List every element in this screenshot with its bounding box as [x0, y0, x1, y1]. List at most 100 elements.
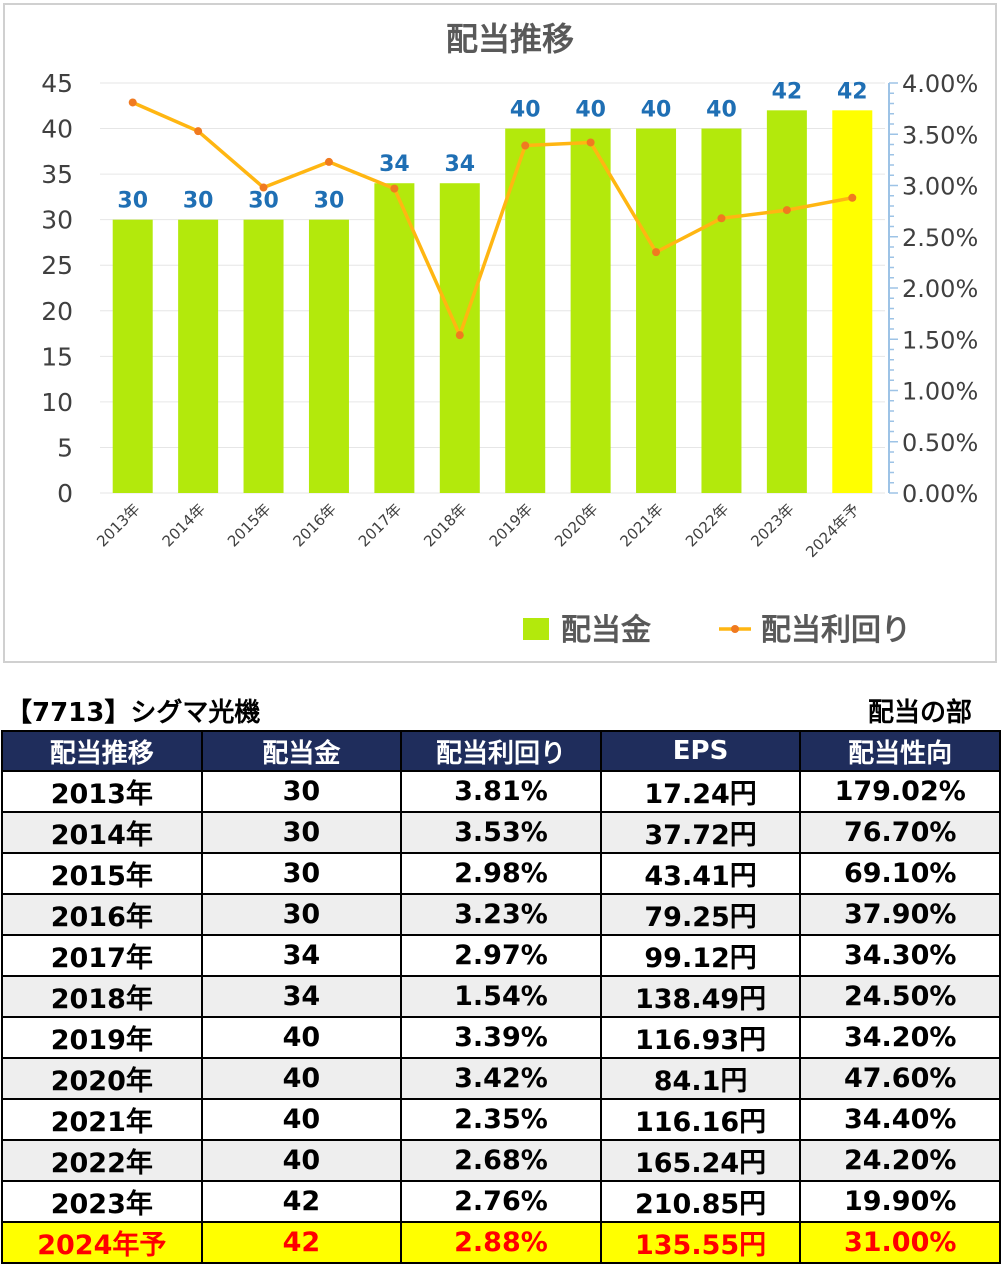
- cell-payout: 69.10%: [799, 852, 1001, 895]
- category-label: 2022年: [682, 500, 732, 550]
- yield-point: [782, 206, 791, 215]
- table-row: 2015年 30 2.98% 43.41円 69.10%: [1, 852, 1001, 895]
- yield-point: [128, 98, 137, 107]
- header-dividend: 配当金: [200, 730, 403, 772]
- cell-yield: 2.98%: [400, 852, 602, 895]
- header-payout: 配当性向: [799, 730, 1001, 772]
- left-tick-label: 40: [41, 115, 73, 144]
- category-label: 2023年: [747, 500, 797, 550]
- table-row: 2014年 30 3.53% 37.72円 76.70%: [1, 811, 1001, 854]
- category-label: 2021年: [617, 500, 667, 550]
- bar-data-label: 40: [706, 98, 737, 123]
- cell-year: 2014年: [1, 811, 203, 854]
- cell-eps: 17.24円: [599, 770, 802, 813]
- cell-yield: 2.68%: [400, 1139, 602, 1182]
- category-label: 2019年: [486, 500, 536, 550]
- cell-yield: 2.76%: [400, 1180, 602, 1223]
- bar: [112, 219, 153, 493]
- cell-dividend: 30: [200, 811, 403, 854]
- table-body: 2013年 30 3.81% 17.24円 179.02% 2014年 30 3.53% 37.…: [1, 770, 1001, 1264]
- cell-dividend: 40: [200, 1016, 403, 1059]
- bar: [701, 128, 742, 494]
- cell-payout: 47.60%: [799, 1057, 1001, 1100]
- cell-eps: 165.24円: [599, 1139, 802, 1182]
- table-row: 2016年 30 3.23% 79.25円 37.90%: [1, 893, 1001, 936]
- cell-payout: 34.30%: [799, 934, 1001, 977]
- legend-line-label: 配当利回り: [761, 613, 911, 648]
- right-tick-label: 2.50%: [902, 224, 978, 252]
- yield-point: [455, 331, 464, 340]
- cell-eps: 99.12円: [599, 934, 802, 977]
- cell-yield: 2.35%: [400, 1098, 602, 1141]
- right-tick-label: 2.00%: [902, 275, 978, 303]
- cell-yield: 3.42%: [400, 1057, 602, 1100]
- table-row: 2023年 42 2.76% 210.85円 19.90%: [1, 1180, 1001, 1223]
- yield-point: [586, 138, 595, 147]
- right-tick-label: 1.50%: [902, 326, 978, 354]
- right-tick-label: 1.00%: [902, 378, 978, 406]
- legend-bar-swatch: [523, 618, 549, 640]
- left-tick-label: 25: [41, 251, 73, 280]
- category-label: 2018年: [420, 500, 470, 550]
- cell-payout: 34.20%: [799, 1016, 1001, 1059]
- dividend-chart: 配当推移 0 5 10 15 20 25 30 35 40 45 0.00% 0.50% 1.00% 1.5…: [3, 3, 997, 663]
- left-tick-label: 45: [41, 69, 73, 98]
- cell-yield: 3.23%: [400, 893, 602, 936]
- cell-yield: 1.54%: [400, 975, 602, 1018]
- yield-point: [259, 183, 268, 192]
- bar: [636, 128, 677, 494]
- cell-eps: 116.16円: [599, 1098, 802, 1141]
- cell-year: 2019年: [1, 1016, 203, 1059]
- table-row: 2018年 34 1.54% 138.49円 24.50%: [1, 975, 1001, 1018]
- legend-bar-label: 配当金: [561, 613, 652, 648]
- table-header-row: 配当推移 配当金 配当利回り EPS 配当性向: [1, 730, 1001, 772]
- cell-dividend: 30: [200, 770, 403, 813]
- right-tick-label: 0.00%: [902, 480, 978, 508]
- cell-payout: 19.90%: [799, 1180, 1001, 1223]
- table-row: 2021年 40 2.35% 116.16円 34.40%: [1, 1098, 1001, 1141]
- cell-dividend: 42: [200, 1180, 403, 1223]
- right-tick-label: 3.00%: [902, 173, 978, 201]
- cell-year: 2015年: [1, 852, 203, 895]
- category-label: 2020年: [551, 500, 601, 550]
- cell-payout: 31.00%: [799, 1221, 1001, 1264]
- left-tick-label: 20: [41, 297, 73, 326]
- cell-eps: 210.85円: [599, 1180, 802, 1223]
- cell-payout: 34.40%: [799, 1098, 1001, 1141]
- header-eps: EPS: [599, 730, 802, 772]
- cell-payout: 24.50%: [799, 975, 1001, 1018]
- yield-point: [194, 127, 203, 136]
- bar-data-label: 42: [772, 79, 803, 104]
- cell-yield: 2.88%: [400, 1221, 602, 1264]
- bar: [570, 128, 611, 494]
- left-tick-label: 5: [57, 433, 73, 462]
- cell-yield: 3.53%: [400, 811, 602, 854]
- yield-point: [717, 214, 726, 223]
- cell-year: 2018年: [1, 975, 203, 1018]
- cell-dividend: 40: [200, 1057, 403, 1100]
- cell-year: 2017年: [1, 934, 203, 977]
- header-yield: 配当利回り: [400, 730, 602, 772]
- cell-dividend: 40: [200, 1139, 403, 1182]
- chart-svg: 配当推移 0 5 10 15 20 25 30 35 40 45 0.00% 0.50% 1.00% 1.5…: [41, 20, 978, 648]
- cell-dividend: 34: [200, 975, 403, 1018]
- table-row: 2013年 30 3.81% 17.24円 179.02%: [1, 770, 1001, 813]
- cell-year: 2022年: [1, 1139, 203, 1182]
- category-label: 2016年: [289, 500, 339, 550]
- bar-data-label: 30: [117, 189, 148, 214]
- table-row: 2024年予 42 2.88% 135.55円 31.00%: [1, 1221, 1001, 1264]
- category-label: 2015年: [224, 500, 274, 550]
- yield-line: [132, 100, 853, 337]
- bar: [766, 110, 807, 493]
- bar-data-label: 42: [837, 79, 868, 104]
- cell-eps: 135.55円: [599, 1221, 802, 1264]
- bar-data-label: 34: [444, 152, 475, 177]
- bar: [374, 183, 415, 493]
- cell-eps: 84.1円: [599, 1057, 802, 1100]
- bar: [308, 219, 349, 493]
- cell-eps: 79.25円: [599, 893, 802, 936]
- table-row: 2022年 40 2.68% 165.24円 24.20%: [1, 1139, 1001, 1182]
- cell-yield: 2.97%: [400, 934, 602, 977]
- cell-dividend: 30: [200, 893, 403, 936]
- bar: [832, 110, 873, 493]
